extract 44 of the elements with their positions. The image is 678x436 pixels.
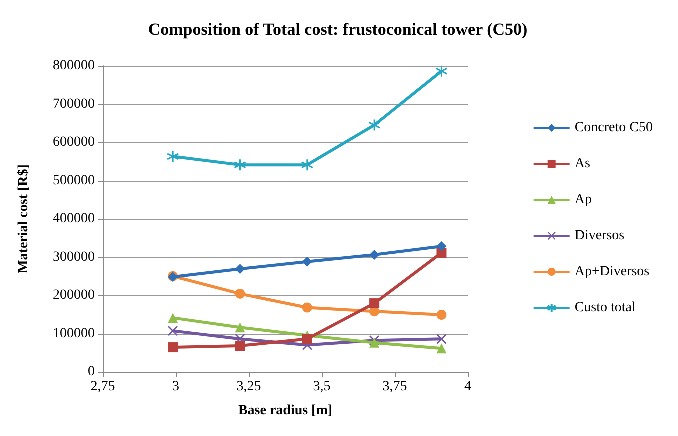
point	[168, 342, 178, 353]
point	[302, 256, 312, 267]
x-tick-label: 2,75	[90, 380, 116, 394]
y-tick-label: 100000	[53, 326, 95, 342]
y-tick-label: 700000	[53, 96, 95, 112]
y-tick-label: 200000	[53, 288, 95, 303]
y-tick-label: 800000	[53, 58, 95, 74]
x-axis-title: Base radius [m]	[238, 404, 333, 418]
x-tick-label: 3,75	[382, 380, 408, 394]
legend-label: Concreto C50	[574, 120, 653, 136]
legend-label: Custo total	[574, 300, 636, 316]
point	[235, 288, 246, 299]
legend-label: Ap	[574, 192, 592, 208]
y-tick-label: 500000	[53, 173, 95, 188]
point	[235, 340, 246, 351]
point	[370, 298, 380, 309]
point	[166, 150, 180, 163]
x-tick-label: 3	[172, 380, 180, 394]
point	[370, 250, 380, 260]
point	[436, 242, 447, 252]
y-tick-label: 400000	[53, 212, 95, 226]
legend-label: As	[574, 156, 590, 172]
x-tick-label: 4	[464, 380, 472, 394]
point	[234, 158, 246, 172]
point	[168, 313, 178, 324]
point	[302, 302, 312, 313]
chart-title: Composition of Total cost: frustoconical tower (C50)	[148, 20, 528, 39]
x-tick-label: 3,25	[236, 380, 262, 394]
legend-label: Ap+Diversos	[574, 264, 650, 280]
point	[168, 326, 178, 336]
y-axis-title: Material cost [R$]	[16, 164, 32, 274]
point	[436, 334, 447, 344]
point	[368, 119, 381, 132]
y-tick-label: 300000	[53, 250, 95, 265]
point	[436, 344, 447, 354]
point	[436, 310, 447, 320]
point	[235, 322, 246, 333]
x-tick-label: 3,5	[313, 380, 331, 394]
legend-label: Diversos	[574, 228, 625, 244]
point	[435, 65, 448, 78]
point	[301, 158, 314, 172]
point	[235, 264, 246, 274]
y-tick-label: 600000	[53, 135, 95, 150]
y-tick-label: 0	[88, 364, 95, 380]
